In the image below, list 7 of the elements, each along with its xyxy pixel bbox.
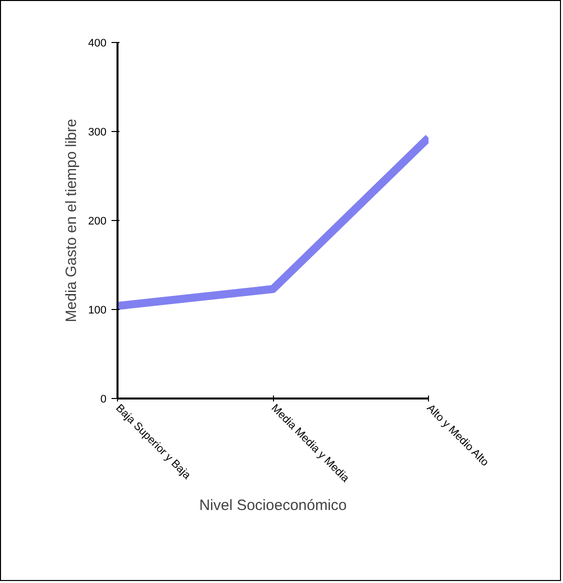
y-axis-title: Media Gasto en el tiempo libre (63, 118, 80, 322)
y-tick-label: 0 (100, 394, 107, 406)
y-tick-label: 300 (88, 126, 107, 138)
y-tick-label: 400 (88, 38, 107, 50)
y-tick-label: 100 (88, 304, 107, 316)
x-axis-title: Nivel Socioeconómico (199, 496, 347, 514)
y-tick-label: 200 (88, 216, 107, 228)
